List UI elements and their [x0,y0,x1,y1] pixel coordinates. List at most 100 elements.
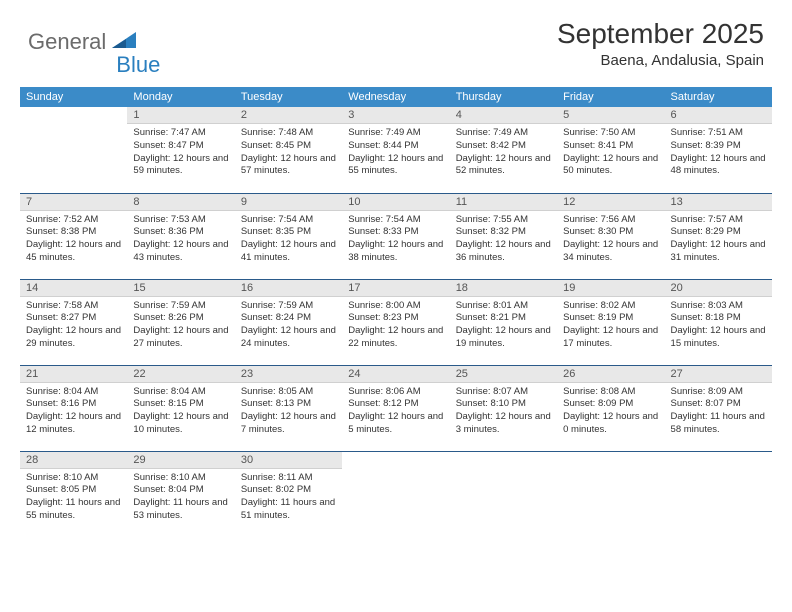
day-content: Sunrise: 8:00 AMSunset: 8:23 PMDaylight:… [342,297,449,355]
logo-text-blue: Blue [116,52,160,78]
calendar-cell: 9Sunrise: 7:54 AMSunset: 8:35 PMDaylight… [235,193,342,279]
sunset-line: Sunset: 8:13 PM [241,398,336,411]
sunrise-line: Sunrise: 8:10 AM [26,472,121,485]
day-number: 15 [127,280,234,297]
calendar-cell: 5Sunrise: 7:50 AMSunset: 8:41 PMDaylight… [557,107,664,193]
daylight-line: Daylight: 12 hours and 24 minutes. [241,325,336,351]
day-number: 28 [20,452,127,469]
calendar-body: 1Sunrise: 7:47 AMSunset: 8:47 PMDaylight… [20,107,772,537]
calendar-row: 28Sunrise: 8:10 AMSunset: 8:05 PMDayligh… [20,451,772,537]
header: General Blue September 2025 Baena, Andal… [0,0,792,77]
calendar-table: Sunday Monday Tuesday Wednesday Thursday… [20,87,772,537]
calendar-cell: 29Sunrise: 8:10 AMSunset: 8:04 PMDayligh… [127,451,234,537]
day-content: Sunrise: 8:10 AMSunset: 8:05 PMDaylight:… [20,469,127,527]
day-content: Sunrise: 8:03 AMSunset: 8:18 PMDaylight:… [665,297,772,355]
day-content: Sunrise: 8:09 AMSunset: 8:07 PMDaylight:… [665,383,772,441]
month-title: September 2025 [557,18,764,50]
calendar-cell: 20Sunrise: 8:03 AMSunset: 8:18 PMDayligh… [665,279,772,365]
sunrise-line: Sunrise: 8:00 AM [348,300,443,313]
daylight-line: Daylight: 12 hours and 5 minutes. [348,411,443,437]
sunset-line: Sunset: 8:44 PM [348,140,443,153]
calendar-cell: 1Sunrise: 7:47 AMSunset: 8:47 PMDaylight… [127,107,234,193]
calendar-cell: 18Sunrise: 8:01 AMSunset: 8:21 PMDayligh… [450,279,557,365]
day-number: 16 [235,280,342,297]
day-content: Sunrise: 8:02 AMSunset: 8:19 PMDaylight:… [557,297,664,355]
sunrise-line: Sunrise: 7:49 AM [348,127,443,140]
sunset-line: Sunset: 8:07 PM [671,398,766,411]
day-content: Sunrise: 7:53 AMSunset: 8:36 PMDaylight:… [127,211,234,269]
calendar-cell: 2Sunrise: 7:48 AMSunset: 8:45 PMDaylight… [235,107,342,193]
weekday-header: Friday [557,87,664,107]
day-content: Sunrise: 8:11 AMSunset: 8:02 PMDaylight:… [235,469,342,527]
sunset-line: Sunset: 8:39 PM [671,140,766,153]
daylight-line: Daylight: 12 hours and 55 minutes. [348,153,443,179]
sunrise-line: Sunrise: 8:09 AM [671,386,766,399]
sunrise-line: Sunrise: 8:08 AM [563,386,658,399]
daylight-line: Daylight: 12 hours and 57 minutes. [241,153,336,179]
sunset-line: Sunset: 8:21 PM [456,312,551,325]
day-number: 23 [235,366,342,383]
daylight-line: Daylight: 12 hours and 0 minutes. [563,411,658,437]
daylight-line: Daylight: 12 hours and 36 minutes. [456,239,551,265]
weekday-header-row: Sunday Monday Tuesday Wednesday Thursday… [20,87,772,107]
day-number: 24 [342,366,449,383]
day-number: 2 [235,107,342,124]
sunrise-line: Sunrise: 8:06 AM [348,386,443,399]
sunset-line: Sunset: 8:27 PM [26,312,121,325]
sunrise-line: Sunrise: 8:05 AM [241,386,336,399]
day-content: Sunrise: 7:50 AMSunset: 8:41 PMDaylight:… [557,124,664,182]
day-content: Sunrise: 7:59 AMSunset: 8:26 PMDaylight:… [127,297,234,355]
day-content: Sunrise: 8:05 AMSunset: 8:13 PMDaylight:… [235,383,342,441]
sunset-line: Sunset: 8:04 PM [133,484,228,497]
sunset-line: Sunset: 8:42 PM [456,140,551,153]
day-content: Sunrise: 8:07 AMSunset: 8:10 PMDaylight:… [450,383,557,441]
sunrise-line: Sunrise: 8:01 AM [456,300,551,313]
sunrise-line: Sunrise: 8:11 AM [241,472,336,485]
daylight-line: Daylight: 12 hours and 52 minutes. [456,153,551,179]
daylight-line: Daylight: 12 hours and 29 minutes. [26,325,121,351]
sunrise-line: Sunrise: 7:56 AM [563,214,658,227]
sunrise-line: Sunrise: 8:07 AM [456,386,551,399]
daylight-line: Daylight: 12 hours and 38 minutes. [348,239,443,265]
calendar-cell: 4Sunrise: 7:49 AMSunset: 8:42 PMDaylight… [450,107,557,193]
daylight-line: Daylight: 12 hours and 45 minutes. [26,239,121,265]
logo-triangle-icon [112,30,140,55]
sunrise-line: Sunrise: 7:59 AM [133,300,228,313]
day-content: Sunrise: 8:10 AMSunset: 8:04 PMDaylight:… [127,469,234,527]
sunset-line: Sunset: 8:02 PM [241,484,336,497]
sunset-line: Sunset: 8:10 PM [456,398,551,411]
title-block: September 2025 Baena, Andalusia, Spain [557,18,764,69]
day-content: Sunrise: 7:57 AMSunset: 8:29 PMDaylight:… [665,211,772,269]
calendar-cell: 17Sunrise: 8:00 AMSunset: 8:23 PMDayligh… [342,279,449,365]
day-content: Sunrise: 8:06 AMSunset: 8:12 PMDaylight:… [342,383,449,441]
daylight-line: Daylight: 12 hours and 34 minutes. [563,239,658,265]
calendar-cell: 21Sunrise: 8:04 AMSunset: 8:16 PMDayligh… [20,365,127,451]
day-number: 6 [665,107,772,124]
sunrise-line: Sunrise: 7:58 AM [26,300,121,313]
day-content: Sunrise: 7:49 AMSunset: 8:42 PMDaylight:… [450,124,557,182]
daylight-line: Daylight: 12 hours and 19 minutes. [456,325,551,351]
calendar-cell: 28Sunrise: 8:10 AMSunset: 8:05 PMDayligh… [20,451,127,537]
daylight-line: Daylight: 12 hours and 27 minutes. [133,325,228,351]
sunset-line: Sunset: 8:09 PM [563,398,658,411]
daylight-line: Daylight: 12 hours and 50 minutes. [563,153,658,179]
day-content: Sunrise: 8:01 AMSunset: 8:21 PMDaylight:… [450,297,557,355]
calendar-cell: 16Sunrise: 7:59 AMSunset: 8:24 PMDayligh… [235,279,342,365]
sunset-line: Sunset: 8:29 PM [671,226,766,239]
calendar-cell: 7Sunrise: 7:52 AMSunset: 8:38 PMDaylight… [20,193,127,279]
day-content: Sunrise: 8:08 AMSunset: 8:09 PMDaylight:… [557,383,664,441]
calendar-cell: 25Sunrise: 8:07 AMSunset: 8:10 PMDayligh… [450,365,557,451]
calendar-cell: 19Sunrise: 8:02 AMSunset: 8:19 PMDayligh… [557,279,664,365]
sunset-line: Sunset: 8:38 PM [26,226,121,239]
weekday-header: Wednesday [342,87,449,107]
day-number: 30 [235,452,342,469]
logo: General Blue [28,18,160,66]
day-number: 4 [450,107,557,124]
day-number: 22 [127,366,234,383]
sunrise-line: Sunrise: 7:47 AM [133,127,228,140]
calendar-row: 14Sunrise: 7:58 AMSunset: 8:27 PMDayligh… [20,279,772,365]
sunrise-line: Sunrise: 8:02 AM [563,300,658,313]
day-number: 12 [557,194,664,211]
calendar-cell: 13Sunrise: 7:57 AMSunset: 8:29 PMDayligh… [665,193,772,279]
logo-text-general: General [28,29,106,55]
